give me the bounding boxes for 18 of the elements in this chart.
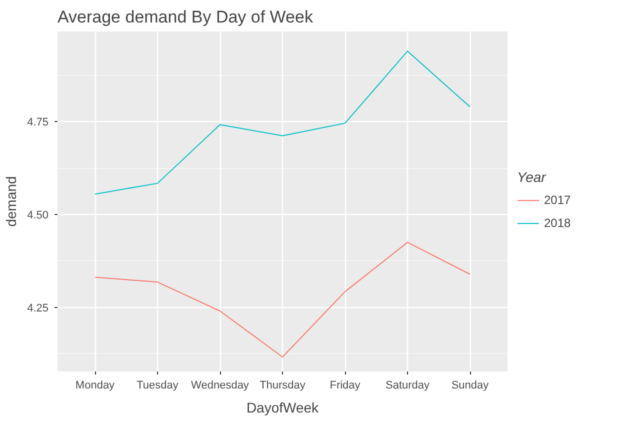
line-series xyxy=(94,50,470,195)
legend-label: 2017 xyxy=(544,193,571,207)
y-tick-label: 4.75 xyxy=(27,116,49,129)
legend-title: Year xyxy=(517,169,548,185)
legend-label: 2018 xyxy=(544,216,571,230)
x-tick-label: Sunday xyxy=(451,380,490,392)
y-tick-label: 4.25 xyxy=(27,302,49,314)
x-tick-label: Tuesday xyxy=(136,380,179,392)
x-axis-title: DayofWeek xyxy=(246,400,320,416)
x-tick-label: Thursday xyxy=(260,380,306,392)
x-tick-label: Monday xyxy=(75,380,116,392)
y-tick-label: 4.50 xyxy=(27,209,49,222)
line-series xyxy=(94,242,470,358)
x-tick-label: Wednesday xyxy=(191,380,250,392)
x-tick-label: Friday xyxy=(330,380,361,392)
x-tick-label: Saturday xyxy=(385,380,430,392)
y-axis-title: demand xyxy=(3,176,20,227)
chart-title: Average demand By Day of Week xyxy=(58,8,314,26)
